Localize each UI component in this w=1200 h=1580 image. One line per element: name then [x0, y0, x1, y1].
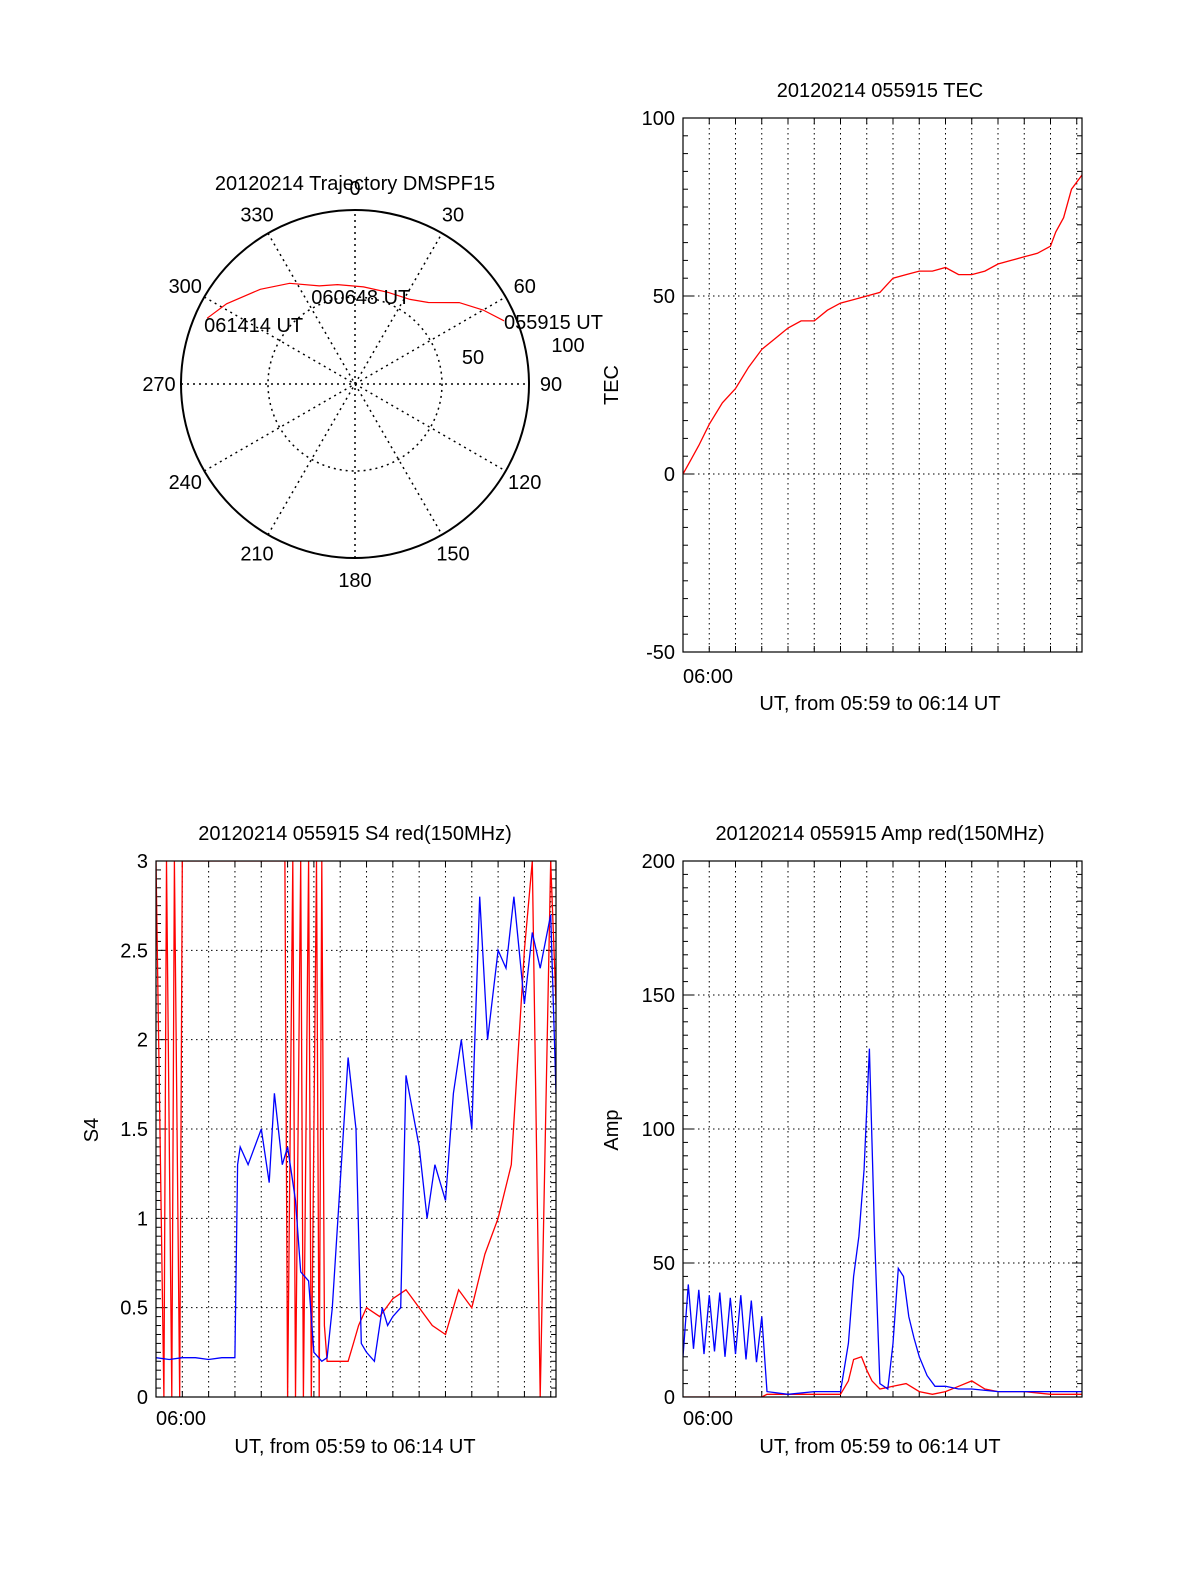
polar-azimuth-label: 210	[240, 544, 273, 566]
polar-azimuth-label: 120	[508, 472, 541, 494]
polar-inner-circle	[267, 296, 443, 472]
y-tick-label: 150	[642, 985, 675, 1007]
amp-chart: 20120214 055915 Amp red(150MHz) Amp UT, …	[601, 823, 1083, 1458]
s4-title: 20120214 055915 S4 red(150MHz)	[198, 823, 512, 845]
series-line-0	[683, 1355, 1082, 1397]
amp-title: 20120214 055915 Amp red(150MHz)	[715, 823, 1044, 845]
polar-azimuth-label: 60	[514, 276, 536, 298]
series-line-0	[156, 861, 556, 1397]
y-tick-label: 1	[137, 1208, 148, 1230]
s4-xtick-label: 06:00	[156, 1408, 206, 1430]
plot-frame	[682, 860, 1083, 1398]
polar-azimuth-label: 180	[338, 570, 371, 592]
polar-radial-labels: 50 100	[462, 335, 585, 369]
y-tick-label: 200	[642, 851, 675, 873]
y-tick-label: 50	[653, 1253, 675, 1275]
polar-azimuth-label: 330	[240, 204, 273, 226]
series-line-1	[156, 896, 556, 1363]
trajectory-time-label: 055915 UT	[504, 312, 603, 334]
y-tick-label: 100	[642, 1119, 675, 1141]
s4-chart: 20120214 055915 S4 red(150MHz) S4 UT, fr…	[81, 823, 557, 1458]
y-tick-label: 100	[642, 108, 675, 130]
polar-azimuth-label: 270	[142, 374, 175, 396]
amp-xtick-label: 06:00	[683, 1408, 733, 1430]
y-tick-label: 50	[653, 286, 675, 308]
y-tick-label: 0	[137, 1387, 148, 1409]
y-tick-label: 1.5	[120, 1119, 148, 1141]
polar-azimuth-labels: 0 30 60 90 120 150 180 210 240 270 300 330	[142, 178, 562, 592]
trajectory-polar-chart: 20120214 Trajectory DMSPF15 0 30 60 90 120 15…	[142, 173, 603, 592]
tec-xlabel: UT, from 05:59 to 06:14 UT	[759, 693, 1000, 715]
polar-grid	[180, 209, 530, 559]
tec-chart: 20120214 055915 TEC TEC UT, from 05:59 t…	[601, 80, 1083, 715]
y-tick-label: -50	[646, 642, 675, 664]
y-tick-label: 0	[664, 1387, 675, 1409]
polar-azimuth-label: 30	[442, 204, 464, 226]
tec-title: 20120214 055915 TEC	[777, 80, 983, 102]
series-line-0	[683, 174, 1082, 475]
y-tick-label: 2.5	[120, 940, 148, 962]
amp-xlabel: UT, from 05:59 to 06:14 UT	[759, 1436, 1000, 1458]
s4-xlabel: UT, from 05:59 to 06:14 UT	[234, 1436, 475, 1458]
polar-azimuth-label: 90	[540, 374, 562, 396]
s4-ylabel: S4	[81, 1118, 103, 1142]
tec-ylabel: TEC	[601, 365, 623, 405]
y-tick-label: 3	[137, 851, 148, 873]
y-tick-label: 0	[664, 464, 675, 486]
polar-radial-label: 50	[462, 347, 484, 369]
polar-azimuth-label: 240	[169, 472, 202, 494]
trajectory-line	[206, 282, 505, 322]
series-line-1	[683, 1048, 1082, 1395]
plot-frame	[682, 117, 1083, 653]
trajectory-time-label: 060648 UT	[311, 287, 410, 309]
y-tick-label: 2	[137, 1030, 148, 1052]
polar-azimuth-label: 0	[349, 178, 360, 200]
polar-title: 20120214 Trajectory DMSPF15	[215, 173, 495, 195]
trajectory-time-label: 061414 UT	[204, 315, 303, 337]
amp-ylabel: Amp	[601, 1109, 623, 1150]
trajectory-path: 055915 UT 060648 UT 061414 UT	[204, 282, 603, 337]
y-tick-label: 0.5	[120, 1298, 148, 1320]
polar-azimuth-label: 300	[169, 276, 202, 298]
polar-spoke	[267, 232, 443, 536]
polar-radial-label: 100	[551, 335, 584, 357]
tec-xtick-label: 06:00	[683, 666, 733, 688]
plot-frame	[155, 860, 557, 1398]
polar-azimuth-label: 150	[436, 544, 469, 566]
